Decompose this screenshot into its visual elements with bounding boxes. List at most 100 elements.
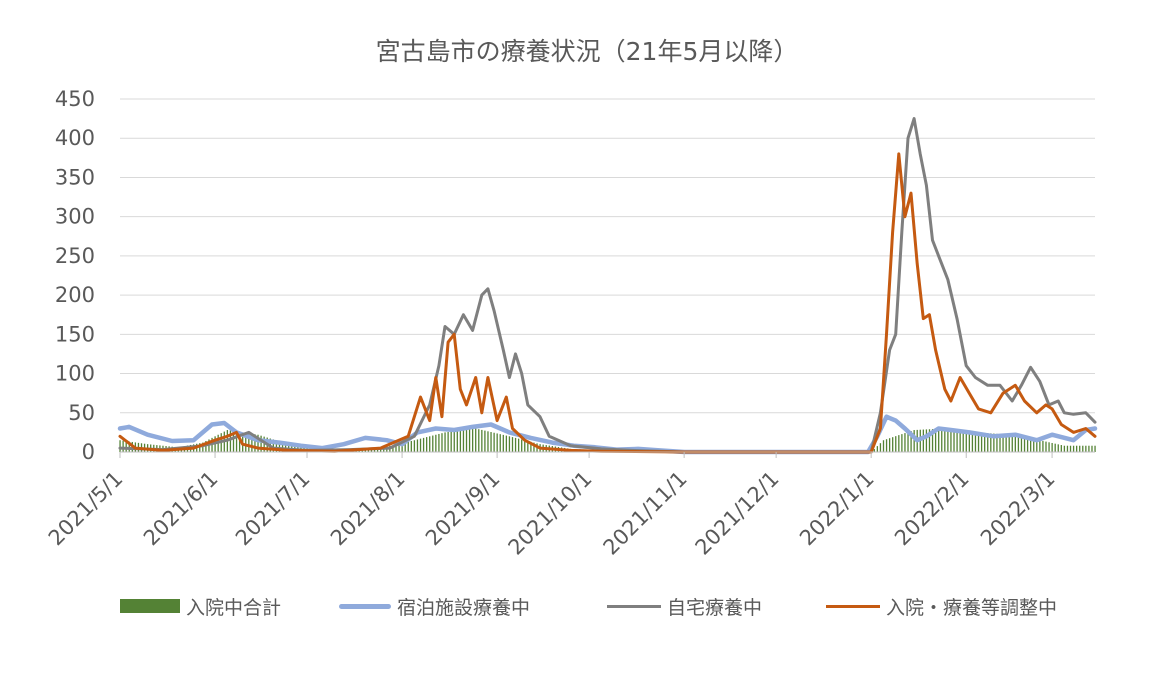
y-tick-label: 200: [55, 283, 95, 307]
bar-hospitalized: [876, 446, 879, 452]
legend-swatch-line: [826, 604, 880, 608]
bar-hospitalized: [934, 428, 937, 452]
y-tick-label: 100: [55, 362, 95, 386]
bar-hospitalized: [496, 433, 498, 452]
bar-hospitalized: [928, 429, 931, 452]
bar-hospitalized: [401, 443, 403, 452]
bar-hospitalized: [278, 441, 281, 452]
bar-hospitalized: [959, 430, 961, 452]
bar-hospitalized: [490, 432, 492, 452]
bar-hospitalized: [968, 431, 970, 452]
bar-hospitalized: [913, 430, 915, 452]
bar-hospitalized: [128, 441, 130, 452]
bar-hospitalized: [947, 428, 949, 452]
bar-hospitalized: [373, 448, 376, 452]
bar-hospitalized: [953, 429, 955, 452]
bar-hospitalized: [245, 432, 247, 452]
bar-hospitalized: [1060, 445, 1062, 452]
y-tick-label: 50: [68, 401, 95, 425]
bar-hospitalized: [950, 429, 952, 452]
bar-hospitalized: [974, 432, 977, 452]
bar-hospitalized: [508, 436, 511, 452]
bar-hospitalized: [892, 437, 894, 452]
bar-hospitalized: [392, 445, 394, 452]
bar-hospitalized: [248, 433, 250, 452]
bar-hospitalized: [281, 442, 284, 452]
legend-swatch-bar: [120, 599, 180, 613]
bar-hospitalized: [944, 428, 946, 452]
bar-hospitalized: [904, 433, 906, 452]
chart-title: 宮古島市の療養状況（21年5月以降）: [375, 37, 799, 66]
bar-hospitalized: [1008, 434, 1010, 452]
legend-swatch-line: [607, 604, 661, 608]
bar-hospitalized: [885, 439, 888, 452]
bar-hospitalized: [468, 429, 471, 452]
bar-hospitalized: [898, 435, 900, 452]
bar-hospitalized: [422, 437, 425, 452]
bar-hospitalized: [238, 431, 241, 452]
bar-hospitalized: [996, 433, 998, 452]
bar-hospitalized: [977, 432, 980, 452]
bar-hospitalized: [505, 435, 508, 452]
x-tick-label: 2021/11/1: [599, 467, 692, 560]
bar-hospitalized: [502, 434, 504, 452]
bar-hospitalized: [1036, 439, 1038, 452]
bar-hospitalized: [517, 438, 520, 452]
bar-hospitalized: [478, 429, 480, 452]
bar-hospitalized: [882, 440, 885, 452]
legend-item-hotel: 宿泊施設療養中: [339, 594, 530, 619]
bar-hospitalized: [450, 431, 452, 452]
bar-hospitalized: [465, 429, 468, 452]
bar-hospitalized: [1023, 437, 1026, 452]
bar-hospitalized: [444, 432, 446, 452]
bar-hospitalized: [1039, 440, 1041, 452]
bar-hospitalized: [999, 434, 1001, 452]
bar-hospitalized: [462, 430, 465, 452]
bar-hospitalized: [416, 439, 419, 452]
bar-hospitalized: [1020, 436, 1023, 452]
series-line-3: [118, 152, 1097, 454]
bar-hospitalized: [1033, 439, 1035, 452]
bar-hospitalized: [235, 431, 238, 452]
bar-hospitalized: [1026, 438, 1029, 452]
bar-hospitalized: [426, 437, 428, 452]
bar-hospitalized: [1063, 445, 1066, 452]
legend-label: 入院・療養等調整中: [886, 596, 1058, 619]
y-tick-label: 450: [55, 87, 95, 111]
y-tick-label: 300: [55, 205, 95, 229]
x-tick-label: 2021/10/1: [504, 467, 597, 560]
bar-hospitalized: [370, 448, 373, 452]
bar-hospitalized: [432, 435, 434, 452]
y-tick-label: 400: [55, 126, 95, 150]
gridlines: [120, 98, 1095, 414]
legend-label: 入院中合計: [186, 596, 282, 619]
bar-hospitalized: [1076, 445, 1078, 452]
bar-hospitalized: [487, 431, 489, 452]
bar-hospitalized: [907, 432, 909, 452]
series-lines: [117, 117, 1098, 455]
bar-hospitalized: [524, 440, 526, 452]
bar-hospitalized: [1066, 445, 1069, 452]
series-line-1: [117, 414, 1098, 455]
bar-hospitalized: [1085, 445, 1087, 452]
bar-hospitalized: [272, 439, 275, 452]
bar-hospitalized: [1017, 436, 1020, 452]
legend-item-home: 自宅療養中: [607, 594, 762, 619]
bar-hospitalized: [910, 431, 912, 452]
x-tick-label: 2022/3/1: [976, 467, 1060, 551]
bar-hospitalized: [1005, 434, 1007, 452]
bar-hospitalized: [429, 436, 431, 452]
bar-hospitalized: [471, 428, 474, 452]
x-tick-label: 2021/12/1: [691, 467, 784, 560]
x-tick-label: 2022/1/1: [795, 467, 879, 551]
bar-hospitalized: [367, 449, 370, 452]
legend-swatch-line: [339, 603, 391, 609]
bar-hospitalized: [481, 429, 483, 452]
bar-hospitalized: [229, 430, 232, 452]
bar-hospitalized: [275, 440, 278, 452]
x-tick-label: 2021/7/1: [231, 467, 315, 551]
y-tick-label: 150: [55, 322, 95, 346]
bar-hospitalized: [1094, 445, 1096, 452]
bar-hospitalized: [980, 432, 983, 452]
bar-hospitalized: [1079, 445, 1081, 452]
